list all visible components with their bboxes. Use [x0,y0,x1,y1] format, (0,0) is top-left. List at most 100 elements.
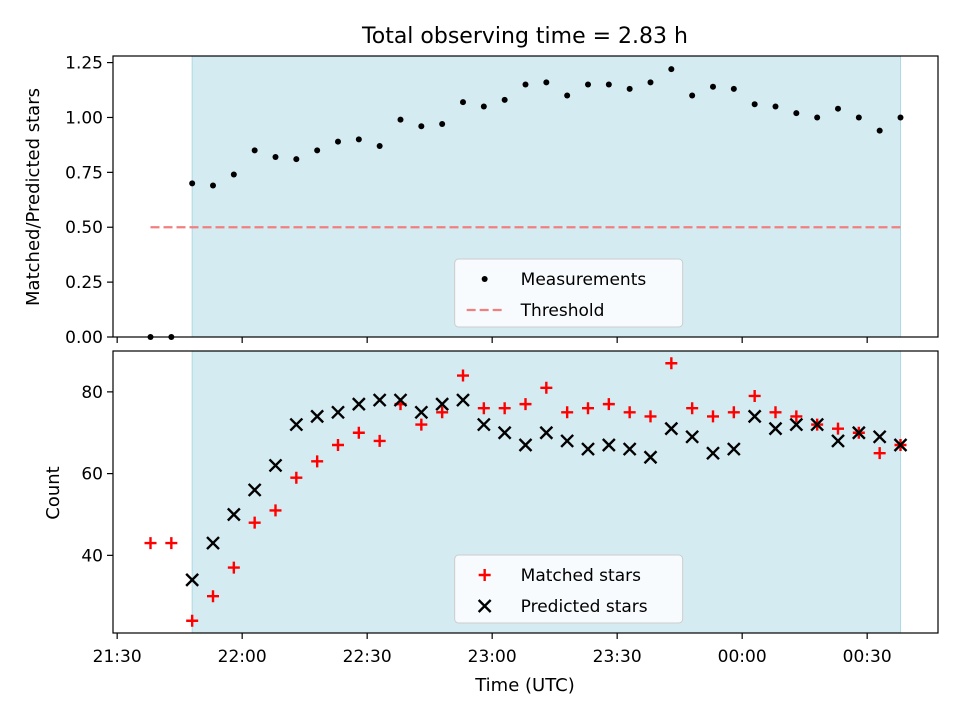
x-axis-label: Time (UTC) [474,675,575,696]
predicted-star-point [393,393,408,407]
matched-star-point [165,537,178,550]
predicted-star-point [372,393,387,407]
measurement-point [543,79,550,86]
predicted-star-point [247,483,262,497]
predicted-star-point [476,417,491,432]
matched-star-point [290,471,303,484]
measurement-point [314,147,321,154]
y-tick-label: 60 [81,465,103,485]
predicted-star-point [789,417,804,432]
matched-star-point [144,537,157,550]
predicted-star-point [810,417,825,432]
measurement-point [730,85,737,92]
matched-star-point [602,398,615,411]
matched-star-point [644,410,657,423]
predicted-star-point [185,573,200,587]
matched-star-point [186,614,199,627]
y-tick-label: 80 [81,383,103,403]
predicted-star-point [893,438,908,452]
measurement-point [793,110,800,117]
y-tick-label: 0.50 [65,218,103,238]
matched-star-point [727,406,740,419]
x-tick-label: 00:00 [718,647,767,667]
legend-label: Matched stars [521,566,641,586]
measurement-point [335,138,341,145]
measurement-point [751,101,758,108]
matched-star-point [269,504,282,517]
predicted-star-point [289,417,304,432]
matched-star-point [457,369,469,382]
matched-star-point [477,402,490,415]
measurement-point [189,180,196,187]
predicted-star-point [268,458,283,473]
measurement-point [418,123,425,130]
axes-frame [112,55,939,338]
measurement-point [855,114,862,121]
measurement-point [626,85,633,92]
matched-star-point [748,389,761,402]
measurement-point [605,81,612,88]
legend-marker-plus [478,569,491,581]
predicted-star-point [622,442,637,456]
measurement-point [897,114,904,121]
matched-star-point [207,590,219,603]
predicted-star-point [206,536,220,550]
predicted-star-point [414,405,429,420]
measurement-point [710,83,716,90]
legend-box [454,554,684,624]
predicted-star-point [351,397,366,411]
predicted-star-point [581,442,595,456]
measurement-point [355,136,362,143]
x-tick-label: 21:30 [93,647,142,667]
predicted-star-point [726,442,741,456]
matched-star-point [352,426,365,439]
measurement-point [564,92,571,99]
measurement-point [230,171,237,178]
y-tick-label: 0.75 [65,163,103,183]
matched-star-point [686,402,699,415]
matched-star-point [707,410,719,423]
measurement-point [647,79,654,86]
matched-star-point [519,398,532,411]
top-y-axis-label: Matched/Predicted stars [23,88,44,306]
chart-title: Total observing time = 2.83 h [361,24,688,49]
matched-star-point [769,406,782,419]
predicted-star-point [851,425,866,440]
legend-label: Threshold [520,301,605,321]
y-tick-label: 1.25 [65,54,103,74]
predicted-star-point [664,421,679,436]
legend-marker-x [477,599,492,613]
matched-star-point [582,402,594,415]
predicted-star-point [497,425,512,440]
predicted-star-point [747,409,762,424]
x-tick-label: 00:30 [843,647,892,667]
matched-star-point [873,447,886,460]
measurement-point [251,147,258,154]
axes-frame [112,350,939,634]
measurement-point [772,103,779,110]
y-tick-label: 0.25 [65,273,103,293]
matched-star-point [332,439,344,451]
matched-star-point [373,434,386,447]
measurement-point [439,121,446,128]
measurement-point [814,114,821,121]
predicted-star-point [518,438,533,452]
y-tick-label: 1.00 [65,108,103,128]
predicted-star-point [706,446,720,461]
predicted-star-point [539,425,554,440]
predicted-star-point [226,507,241,522]
measurement-point [835,105,841,112]
matched-star-point [665,357,678,370]
matched-star-point [227,561,240,574]
matched-star-point [248,516,261,529]
measurement-point [501,96,508,103]
predicted-star-point [435,397,450,411]
predicted-star-point [601,438,616,452]
matched-star-point [832,422,844,435]
matched-star-point [790,410,803,423]
matched-star-point [311,455,324,468]
measurement-point [293,156,300,163]
legend: Measurements Threshold [454,258,684,328]
measurement-point [376,143,383,150]
x-tick-label: 23:00 [468,647,517,667]
